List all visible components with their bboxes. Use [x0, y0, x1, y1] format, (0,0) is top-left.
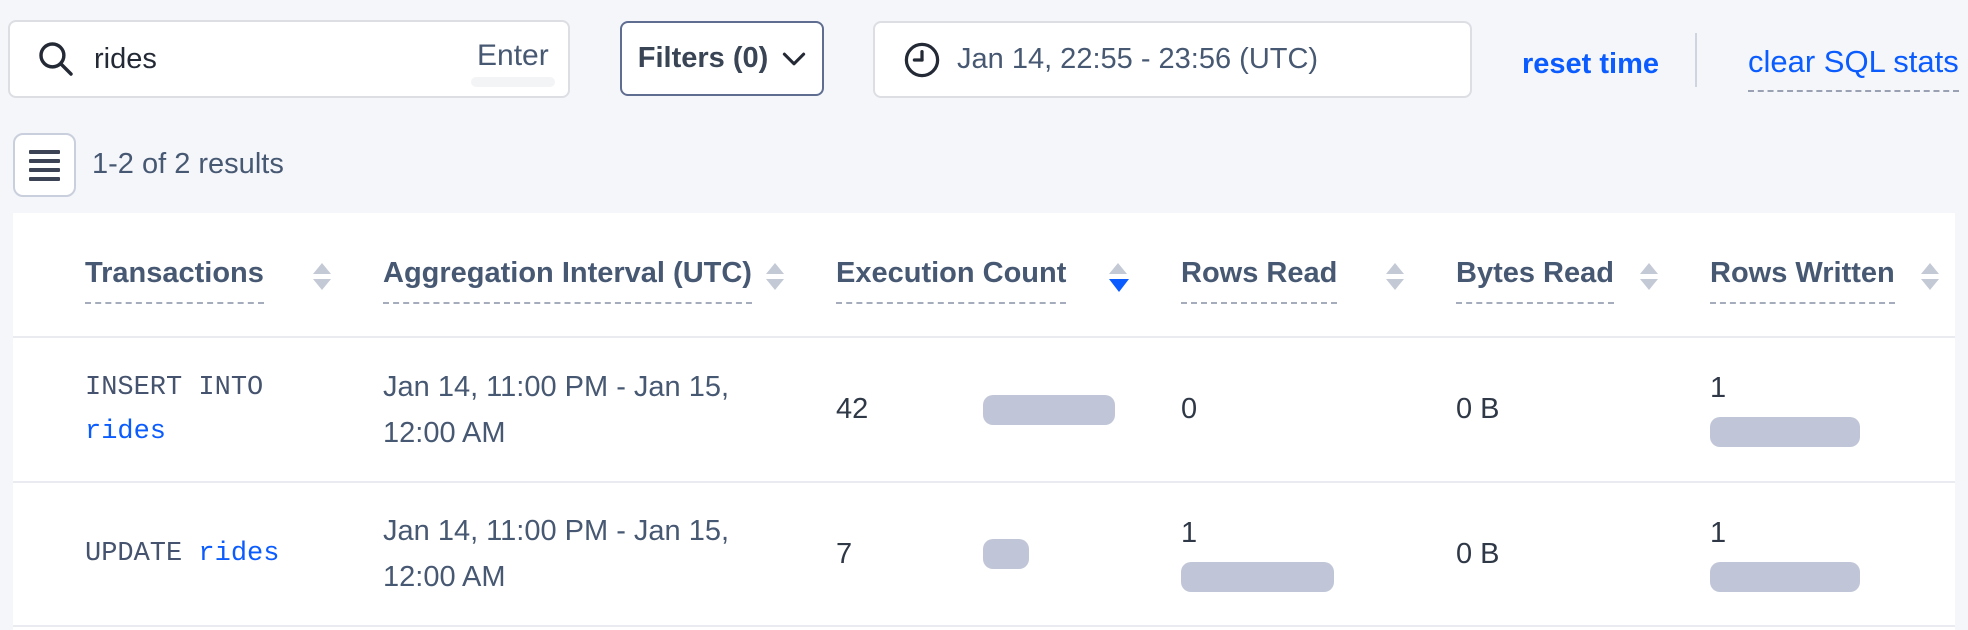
bytes-read-cell: 0 B [1456, 537, 1500, 570]
column-selector-button[interactable] [13, 133, 76, 197]
time-range-picker[interactable]: Jan 14, 22:55 - 23:56 (UTC) [873, 21, 1472, 98]
sort-arrows-icon[interactable] [1640, 263, 1658, 290]
filters-button-label: Filters (0) [637, 42, 769, 74]
column-header-execution-count[interactable]: Execution Count [836, 257, 1181, 304]
aggregation-interval-cell: Jan 14, 11:00 PM - Jan 15, 12:00 AM [383, 370, 730, 449]
sort-arrows-icon[interactable] [313, 263, 331, 290]
table-row: INSERT INTO rides Jan 14, 11:00 PM - Jan … [13, 338, 1955, 483]
sort-arrows-icon[interactable] [1386, 263, 1404, 290]
search-input[interactable] [94, 42, 471, 76]
transaction-statement: INSERT INTO rides [85, 372, 264, 447]
transactions-table: Transactions Aggregation Interval (UTC) … [13, 213, 1955, 630]
rows-read-cell: 0 [1181, 393, 1198, 425]
chevron-down-icon [783, 52, 806, 65]
actions-divider [1695, 33, 1697, 87]
search-box[interactable]: Enter [8, 20, 570, 98]
column-header-aggregation-interval[interactable]: Aggregation Interval (UTC) [383, 257, 836, 304]
column-header-rows-written[interactable]: Rows Written [1710, 257, 1955, 304]
clock-icon [904, 42, 940, 77]
magnitude-bar [983, 539, 1029, 569]
table-link-rides[interactable]: rides [85, 416, 167, 447]
bytes-read-cell: 0 B [1456, 393, 1500, 425]
magnitude-bar [1181, 561, 1334, 592]
results-count: 1-2 of 2 results [92, 148, 284, 180]
table-row: UPDATE rides Jan 14, 11:00 PM - Jan 15, … [13, 483, 1955, 627]
reset-time-link[interactable]: reset time [1522, 48, 1660, 80]
transaction-statement: UPDATE rides [85, 539, 280, 569]
column-header-rows-read[interactable]: Rows Read [1181, 257, 1456, 304]
time-range-label: Jan 14, 22:55 - 23:56 (UTC) [957, 43, 1319, 75]
clear-sql-stats-link[interactable]: clear SQL stats [1748, 44, 1959, 92]
filters-button[interactable]: Filters (0) [620, 21, 824, 96]
enter-key-hint: Enter [471, 39, 555, 87]
search-icon [39, 42, 73, 76]
aggregation-interval-cell: Jan 14, 11:00 PM - Jan 15, 12:00 AM [383, 515, 730, 593]
sort-arrows-icon[interactable] [766, 263, 784, 290]
magnitude-bar [1710, 561, 1860, 592]
column-header-bytes-read[interactable]: Bytes Read [1456, 257, 1710, 304]
rows-written-cell: 1 [1710, 517, 1955, 592]
magnitude-bar [1710, 417, 1860, 447]
execution-count-cell: 42 [836, 393, 1181, 426]
rows-read-cell: 1 [1181, 517, 1456, 592]
magnitude-bar [983, 394, 1115, 425]
sort-arrows-icon[interactable] [1921, 263, 1939, 290]
menu-icon [29, 149, 60, 154]
table-link-rides[interactable]: rides [198, 539, 280, 569]
rows-written-cell: 1 [1710, 372, 1955, 447]
column-header-transactions[interactable]: Transactions [85, 257, 383, 304]
sort-arrows-icon[interactable] [1109, 263, 1129, 292]
execution-count-cell: 7 [836, 538, 1181, 571]
table-header-row: Transactions Aggregation Interval (UTC) … [13, 213, 1955, 338]
